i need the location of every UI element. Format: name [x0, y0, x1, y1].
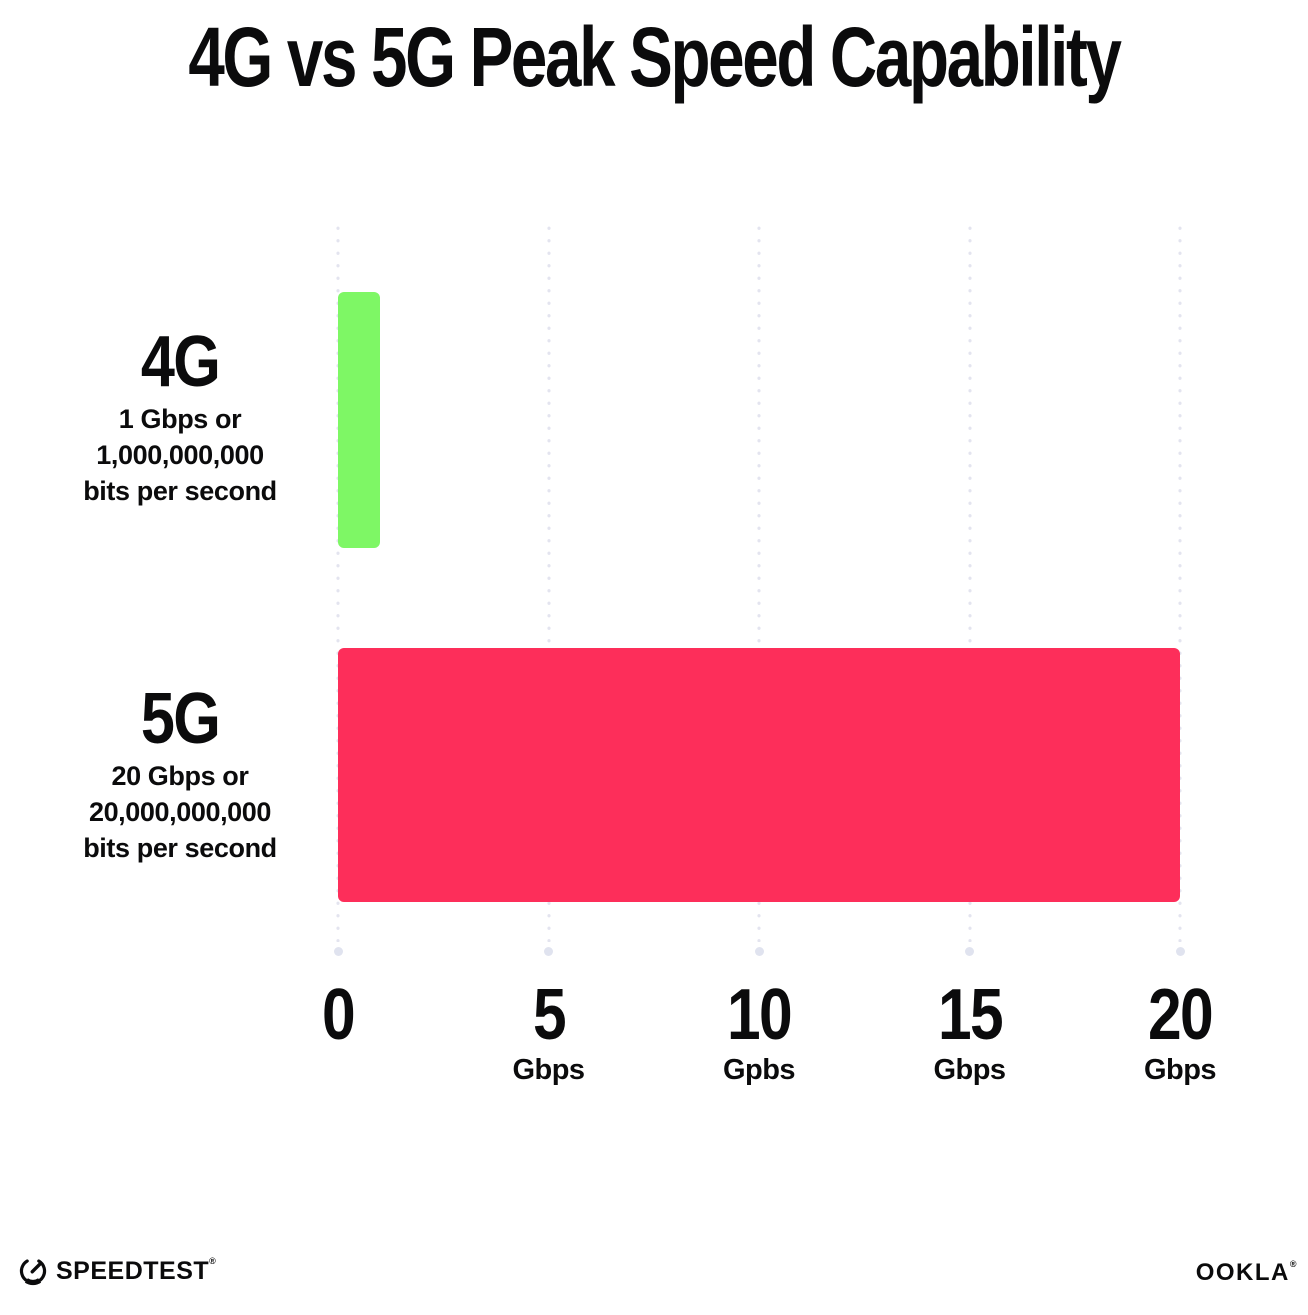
chart-title: 4G vs 5G Peak Speed Capability — [188, 10, 1122, 104]
tick-unit: Gpbs — [722, 1054, 796, 1086]
category-name: 5G — [140, 679, 221, 759]
x-tick-label-10: 10 Gpbs — [721, 977, 797, 1087]
axis-tick-dot — [544, 947, 553, 956]
gridline-10-gbps — [754, 222, 764, 956]
bar-4g — [338, 292, 381, 548]
category-description-line: 1,000,000,000 — [96, 440, 264, 470]
category-description-line: 20 Gbps or — [111, 761, 249, 791]
ookla-logo: OOKLA® — [1196, 1259, 1298, 1287]
speedtest-logo: SPEEDTEST® — [18, 1256, 216, 1286]
tick-value: 0 — [322, 975, 356, 1055]
tick-unit: Gbps — [512, 1054, 585, 1086]
tick-unit: Gbps — [1143, 1054, 1217, 1086]
gridline-5-gbps — [544, 222, 553, 956]
speedtest-wordmark: SPEEDTEST® — [56, 1256, 217, 1285]
axis-tick-dot — [1175, 947, 1185, 956]
row-label-5g: 5G 20 Gbps or 20,000,000,000 bits per secon… — [30, 680, 330, 866]
tick-value: 10 — [727, 975, 793, 1055]
speedtest-trademark-symbol: ® — [209, 1256, 217, 1266]
tick-value: 5 — [532, 975, 567, 1055]
x-tick-label-5: 5 Gbps — [512, 975, 585, 1087]
x-tick-label-20: 20 Gbps — [1142, 977, 1218, 1087]
gridline-20-gbps — [1175, 222, 1185, 956]
axis-tick-dot — [965, 947, 974, 956]
tick-unit: Gbps — [933, 1054, 1006, 1086]
ookla-wordmark: OOKLA — [1195, 1259, 1290, 1286]
category-description-line: 1 Gbps or — [118, 404, 242, 434]
x-tick-label-0: 0 — [319, 977, 357, 1053]
ookla-trademark-symbol: ® — [1289, 1259, 1298, 1269]
speedometer-gauge-icon — [18, 1256, 48, 1286]
row-label-4g: 4G 1 Gbps or 1,000,000,000 bits per second — [30, 323, 330, 509]
category-name: 4G — [140, 322, 221, 402]
category-description-line: 20,000,000,000 — [88, 797, 272, 827]
gridline-15-gbps — [965, 222, 974, 956]
axis-tick-dot — [754, 947, 764, 956]
gridline-0-gbps — [333, 222, 343, 956]
x-tick-label-15: 15 Gbps — [931, 977, 1007, 1087]
tick-value: 15 — [937, 975, 1004, 1055]
category-description-line: bits per second — [83, 476, 277, 506]
bar-5g — [338, 648, 1180, 902]
tick-value: 20 — [1148, 975, 1214, 1055]
category-description-line: bits per second — [83, 833, 277, 863]
axis-tick-dot — [333, 947, 343, 956]
